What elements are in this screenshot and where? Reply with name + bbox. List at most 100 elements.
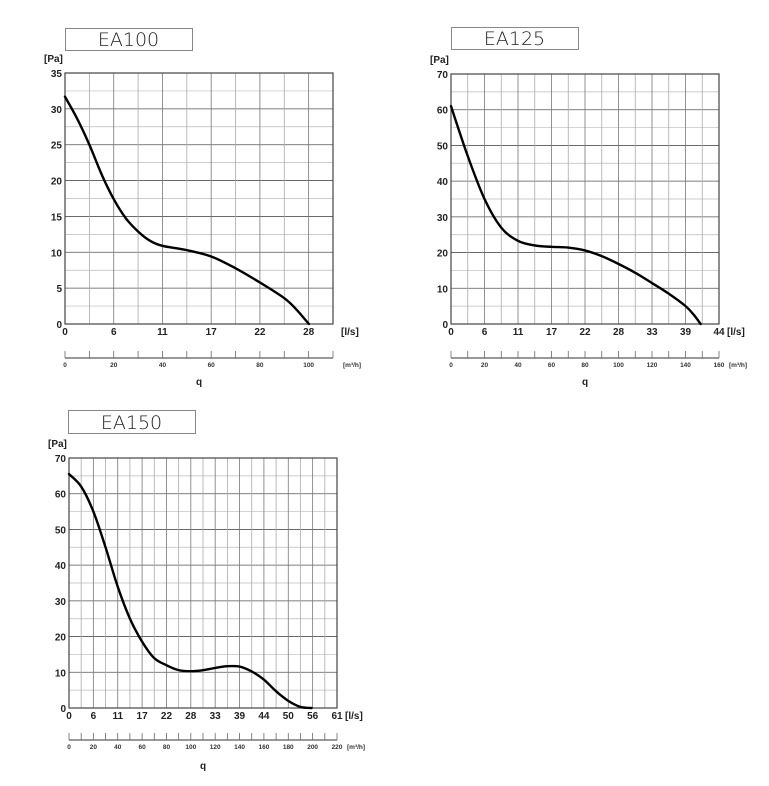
y-tick-label: 70: [55, 454, 67, 465]
y-axis-unit: [Pa]: [48, 439, 67, 450]
x-tick-label-ls: 11: [513, 327, 524, 338]
y-tick-label: 60: [55, 490, 67, 501]
y-tick-label: 35: [51, 69, 63, 80]
x-tick-label-m3h: 100: [185, 744, 196, 751]
y-tick-label: 10: [51, 248, 63, 259]
x-tick-label-ls: 33: [646, 327, 658, 338]
y-tick-label: 30: [437, 213, 449, 224]
y-tick-label: 60: [437, 106, 449, 117]
plot-frame: [64, 72, 334, 325]
x-tick-label-ls: 28: [303, 327, 315, 338]
y-axis-unit: [Pa]: [430, 55, 449, 66]
x-tick-label-m3h: 160: [714, 362, 725, 369]
x-tick-label-m3h: 60: [138, 744, 146, 751]
x-tick-label-ls: 22: [254, 327, 266, 338]
x-axis-unit-m3h: [m³/h]: [343, 362, 361, 369]
x-tick-label-ls: 6: [111, 327, 117, 338]
x-tick-label-m3h: 80: [581, 362, 589, 369]
x-tick-label-m3h: 20: [110, 362, 118, 369]
x-tick-label-m3h: 40: [114, 744, 122, 751]
y-tick-label: 0: [60, 704, 66, 715]
chart-ea100: EA100 0 5 10 15 20 25 30 35 [Pa] 0 6 11 17 22 28 [l/s] 0 2…: [44, 28, 361, 388]
chart-title: EA100: [98, 29, 159, 51]
x-tick-label-m3h: 220: [332, 744, 343, 751]
y-tick-label: 70: [437, 70, 449, 81]
y-tick-label: 0: [442, 320, 448, 331]
x-tick-label-ls: 50: [283, 711, 295, 722]
x-tick-label-ls: 6: [91, 711, 97, 722]
x-tick-label-ls: 33: [210, 711, 222, 722]
x-tick-label-m3h: 140: [680, 362, 691, 369]
x-axis-unit-m3h: [m³/h]: [729, 362, 747, 369]
chart-title: EA150: [101, 412, 162, 434]
x-tick-label-m3h: 120: [647, 362, 658, 369]
y-tick-label: 5: [56, 284, 62, 295]
x-tick-label-m3h: 0: [67, 744, 71, 751]
x-tick-label-m3h: 0: [449, 362, 453, 369]
x-tick-label-ls: 0: [62, 327, 68, 338]
title-box: [68, 410, 196, 434]
x-tick-label-m3h: 40: [159, 362, 167, 369]
y-tick-label: 40: [55, 561, 67, 572]
pressure-curve: [63, 95, 311, 326]
y-tick-label: 50: [55, 525, 67, 536]
y-tick-label: 20: [51, 177, 63, 188]
x-tick-label-m3h: 20: [481, 362, 489, 369]
y-tick-label: 0: [56, 320, 62, 331]
title-box: [65, 28, 193, 51]
y-tick-label: 30: [51, 105, 63, 116]
x-tick-label-ls: 28: [613, 327, 625, 338]
x-tick-label-m3h: 40: [514, 362, 522, 369]
x-tick-label-m3h: 100: [303, 362, 314, 369]
plot-frame: [68, 457, 338, 709]
y-tick-label: 30: [55, 597, 67, 608]
x-tick-label-m3h: 120: [210, 744, 221, 751]
y-tick-label: 10: [437, 284, 449, 295]
x-axis-name: q: [196, 377, 202, 388]
chart-title: EA125: [484, 28, 545, 50]
x-tick-label-ls: 17: [206, 327, 218, 338]
x-tick-label-ls: 11: [157, 327, 168, 338]
title-box: [451, 27, 579, 50]
x-tick-label-m3h: 180: [283, 744, 294, 751]
x-tick-label-m3h: 80: [256, 362, 264, 369]
x-tick-label-ls: 44: [258, 711, 270, 722]
x-tick-label-m3h: 160: [258, 744, 269, 751]
chart-ea150: EA150 0 10 20 30 40 50 60 70 [Pa] 0 6 11 17 22 28 33 39 44…: [48, 410, 365, 772]
x-axis-name: q: [200, 761, 206, 772]
x-tick-label-ls: 22: [161, 711, 173, 722]
x-tick-label-ls: 6: [482, 327, 488, 338]
y-tick-label: 10: [55, 668, 67, 679]
x-tick-label-ls: 0: [66, 711, 72, 722]
x-axis-name: q: [582, 377, 588, 388]
y-tick-label: 25: [51, 141, 63, 152]
pressure-curve: [67, 472, 313, 710]
x-tick-label-m3h: 20: [90, 744, 98, 751]
pressure-curve: [449, 104, 702, 326]
x-tick-label-m3h: 0: [63, 362, 67, 369]
plot-frame: [450, 73, 720, 325]
x-tick-label-ls: 61: [331, 711, 343, 722]
x-tick-label-ls: 0: [448, 327, 454, 338]
x-axis-unit-ls: [l/s]: [345, 711, 363, 722]
x-tick-label-m3h: 140: [234, 744, 245, 751]
x-tick-label-m3h: 80: [163, 744, 171, 751]
x-tick-label-m3h: 100: [613, 362, 624, 369]
x-tick-label-ls: 39: [234, 711, 246, 722]
x-tick-label-ls: 39: [680, 327, 692, 338]
x-axis-unit-ls: [l/s]: [727, 327, 745, 338]
y-tick-label: 20: [55, 633, 67, 644]
y-tick-label: 20: [437, 249, 449, 260]
x-tick-label-m3h: 60: [548, 362, 556, 369]
x-axis-unit-m3h: [m³/h]: [347, 744, 365, 751]
x-tick-label-ls: 11: [112, 711, 123, 722]
x-tick-label-ls: 44: [713, 327, 725, 338]
x-tick-label-ls: 17: [137, 711, 149, 722]
x-tick-label-m3h: 60: [208, 362, 216, 369]
y-axis-unit: [Pa]: [44, 54, 63, 65]
x-tick-label-ls: 22: [579, 327, 591, 338]
x-axis-unit-ls: [l/s]: [341, 327, 359, 338]
x-tick-label-m3h: 200: [307, 744, 318, 751]
x-tick-label-ls: 56: [307, 711, 319, 722]
